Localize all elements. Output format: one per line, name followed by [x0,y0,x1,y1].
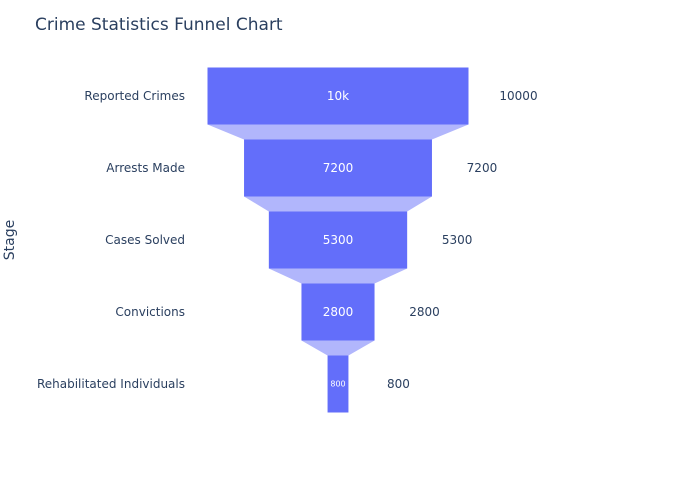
funnel-inside-label: 7200 [323,161,354,175]
chart-title: Crime Statistics Funnel Chart [35,15,283,35]
funnel-connector [207,124,469,140]
funnel-bar [207,67,469,125]
y-tick-label: Reported Crimes [84,89,185,103]
y-tick-label: Arrests Made [106,161,185,175]
funnel-bars [207,67,469,413]
funnel-outside-label: 7200 [467,161,498,175]
y-tick-label: Cases Solved [105,233,185,247]
funnel-inside-label: 10k [327,89,349,103]
y-axis-label: Stage [2,220,18,260]
funnel-connector [244,196,432,212]
funnel-bar [244,139,432,197]
funnel-connectors [207,124,469,356]
funnel-outside-label: 10000 [499,89,537,103]
funnel-bar [301,283,375,341]
y-tick-labels: Reported Crimes Arrests Made Cases Solved C… [37,89,185,391]
funnel-value-labels: 10k 10000 7200 7200 5300 5300 2800 2800 800 800 [323,89,538,391]
y-tick-label: Convictions [115,305,185,319]
funnel-connector [301,340,375,356]
funnel-bar [268,211,408,269]
funnel-inside-label: 800 [330,380,345,389]
y-tick-label: Rehabilitated Individuals [37,377,185,391]
funnel-inside-label: 2800 [323,305,354,319]
funnel-outside-label: 800 [387,377,410,391]
funnel-connector [268,268,408,284]
funnel-bar [327,355,349,413]
funnel-outside-label: 2800 [409,305,440,319]
funnel-outside-label: 5300 [442,233,473,247]
funnel-inside-label: 5300 [323,233,354,247]
